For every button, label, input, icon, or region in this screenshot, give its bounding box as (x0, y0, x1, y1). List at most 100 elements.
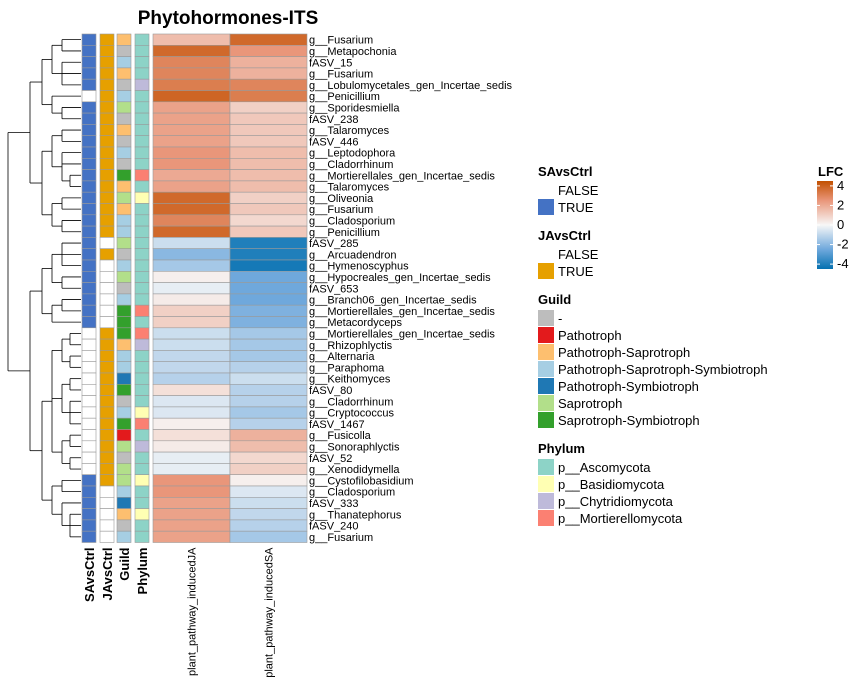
annotation-cell-JA (99, 33, 115, 46)
heatmap-cell (152, 463, 231, 475)
row-label: fASV_80 (309, 385, 352, 397)
annotation-cell-guild (116, 440, 132, 453)
annotation-cell-phylum (134, 135, 150, 148)
annotation-cell-phylum (134, 519, 150, 532)
legend-label: Saprotroph (558, 396, 622, 411)
heatmap-cell (152, 135, 231, 148)
annotation-cell-SA (81, 270, 97, 283)
heatmap-cell (229, 203, 308, 216)
annotation-cell-JA (99, 158, 115, 170)
annotation-cell-SA (81, 361, 97, 374)
annotation-cell-phylum (134, 191, 150, 204)
annotation-cell-JA (99, 169, 115, 182)
legend-label: p__Basidiomycota (558, 477, 665, 492)
annotation-cell-JA (99, 417, 115, 430)
heatmap-cell (152, 67, 231, 80)
annotation-cell-JA (99, 485, 115, 498)
annotation-cell-SA (81, 248, 97, 261)
row-label: g__Oliveonia (309, 193, 374, 205)
annotation-cell-SA (81, 180, 97, 193)
annotation-cell-JA (99, 112, 115, 125)
annotation-cell-phylum (134, 496, 150, 509)
annotation-cell-SA (81, 316, 97, 329)
row-label: g__Cladorrhinum (309, 159, 393, 171)
annotation-cell-guild (116, 124, 132, 137)
annotation-track-label: Guild (117, 547, 132, 580)
heatmap-cell (152, 259, 231, 272)
heatmap-cell (229, 67, 308, 80)
annotation-cell-JA (99, 474, 115, 487)
annotation-cell-JA (99, 259, 115, 272)
annotation-cell-guild (116, 90, 132, 103)
heatmap-cell (152, 474, 231, 487)
annotation-cell-guild (116, 44, 132, 57)
annotation-cell-phylum (134, 90, 150, 103)
legend-title: Guild (538, 292, 571, 307)
annotation-cell-phylum (134, 124, 150, 137)
heatmap-cell (152, 338, 231, 351)
heatmap-cell (229, 508, 308, 521)
annotation-cell-SA (81, 56, 97, 69)
annotation-cell-JA (99, 124, 115, 137)
annotation-cell-phylum (134, 33, 150, 46)
annotation-cell-guild (116, 316, 132, 329)
heatmap-cell (229, 56, 308, 69)
annotation-cell-JA (99, 440, 115, 453)
heatmap-cell (229, 474, 308, 487)
row-label: fASV_333 (309, 498, 359, 510)
annotation-cell-SA (81, 33, 97, 46)
annotation-cell-phylum (134, 214, 150, 227)
row-label: g__Penicillium (309, 91, 380, 103)
row-label: g__Thanatephorus (309, 509, 402, 521)
annotation-cell-guild (116, 496, 132, 509)
heatmap-cell (152, 124, 231, 137)
heatmap-cell (229, 383, 308, 396)
heatmap-cell (229, 248, 308, 261)
heatmap-cell (152, 316, 231, 329)
legend-label: TRUE (558, 264, 594, 279)
annotation-cell-JA (99, 44, 115, 57)
annotation-cell-JA (99, 406, 115, 419)
heatmap-cell (229, 259, 308, 272)
annotation-cell-SA (81, 203, 97, 216)
annotation-cell-phylum (134, 474, 150, 487)
annotation-cell-phylum (134, 383, 150, 396)
heatmap-cell (152, 350, 231, 362)
annotation-cell-JA (99, 214, 115, 227)
annotation-cell-SA (81, 67, 97, 80)
annotation-cell-guild (116, 225, 132, 238)
row-label: g__Hypocreales_gen_Incertae_sedis (309, 272, 491, 284)
heatmap-cell (229, 485, 308, 498)
annotation-cell-guild (116, 270, 132, 283)
annotation-cell-JA (99, 350, 115, 362)
legend-swatch (538, 395, 554, 411)
annotation-cell-guild (116, 180, 132, 193)
annotation-cell-SA (81, 158, 97, 170)
row-label: g__Cryptococcus (309, 408, 394, 420)
annotation-cell-JA (99, 135, 115, 148)
heatmap-cell (229, 463, 308, 475)
row-label: fASV_52 (309, 453, 352, 465)
annotation-cell-guild (116, 237, 132, 249)
annotation-cell-guild (116, 101, 132, 114)
row-label: g__Sonoraphlyctis (309, 441, 400, 453)
annotation-cell-JA (99, 383, 115, 396)
annotation-cell-SA (81, 429, 97, 442)
row-label: g__Fusarium (309, 69, 373, 81)
annotation-cell-phylum (134, 395, 150, 408)
annotation-cell-phylum (134, 350, 150, 362)
row-label: g__Xenodidymella (309, 464, 400, 476)
heatmap-cell (229, 530, 308, 543)
column-labels: SAvsCtrl JAvsCtrl Guild Phylum plant_pathway… (82, 547, 276, 678)
annotation-cell-guild (116, 417, 132, 430)
annotation-cell-phylum (134, 67, 150, 80)
annotation-cell-phylum (134, 270, 150, 283)
colorbar-tick-label: -2 (837, 237, 849, 252)
row-label: g__Rhizophlyctis (309, 340, 393, 352)
legend-title: Phylum (538, 441, 585, 456)
heatmap-cell (152, 214, 231, 227)
heatmap-cell (229, 237, 308, 249)
annotation-cell-phylum (134, 417, 150, 430)
heatmap-cell (152, 112, 231, 125)
